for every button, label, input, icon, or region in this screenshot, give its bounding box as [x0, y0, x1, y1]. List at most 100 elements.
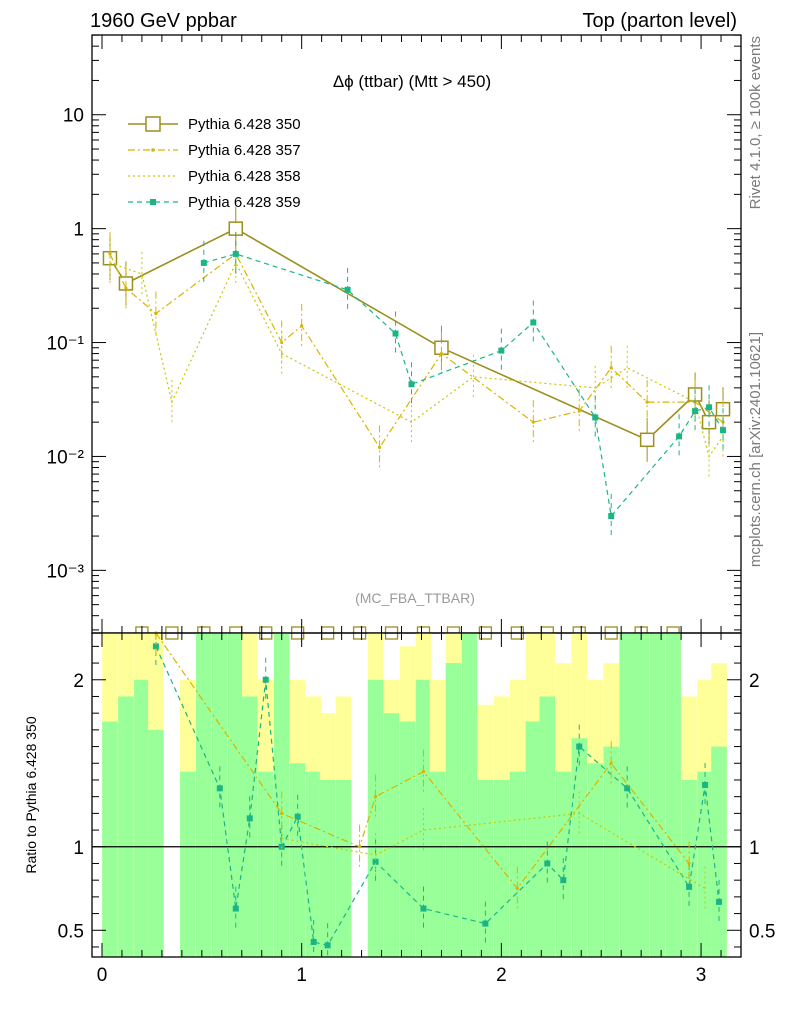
ratio-band-inner — [383, 713, 400, 957]
main-point — [530, 319, 537, 326]
ratio-band-inner — [603, 746, 619, 957]
mcplots-label: mcplots.cern.ch [arXiv:2401.10621] — [747, 332, 764, 567]
main-point — [592, 414, 599, 421]
main-point — [608, 513, 615, 520]
ratio-band-inner — [367, 679, 384, 957]
ratio-point — [232, 905, 239, 912]
legend: Pythia 6.428 350 Pythia 6.428 357 Pythia 6… — [128, 116, 301, 211]
main-y-tick-label: 10 — [63, 106, 84, 127]
legend-entry-pythia-6-428-350: Pythia 6.428 350 — [128, 116, 301, 133]
ratio-band-inner — [509, 771, 526, 957]
ratio-band-inner — [477, 779, 494, 957]
main-point — [720, 427, 727, 434]
ratio-band-inner — [102, 721, 118, 957]
ratio-point — [686, 883, 693, 890]
ratio-band-inner — [445, 663, 462, 957]
ratio-band-inner — [196, 633, 212, 957]
main-point — [108, 252, 112, 256]
ratio-band-inner — [134, 679, 150, 957]
main-series-pythia-6-428-350 — [102, 206, 731, 462]
ratio-panel-axes: 2 2 1 1 0.5 0.5 0 1 2 3 — [58, 632, 775, 986]
process-label: Top (parton level) — [582, 10, 737, 32]
ratio-band-inner — [697, 771, 713, 957]
ratio-point — [373, 795, 378, 799]
legend-marker — [145, 116, 161, 132]
ratio-band-inner — [319, 779, 336, 957]
ratio-band-inner — [539, 696, 556, 957]
main-point — [439, 351, 444, 356]
legend-entry-pythia-6-428-357: Pythia 6.428 357 — [128, 142, 301, 159]
ratio-band-inner — [461, 633, 478, 957]
main-y-tick-label: 10⁻³ — [47, 561, 85, 582]
ratio-series-pythia-6-428-358 — [281, 791, 706, 911]
main-point — [692, 408, 699, 415]
analysis-watermark: (MC_FBA_TTBAR) — [355, 590, 475, 606]
legend-label: Pythia 6.428 359 — [188, 194, 301, 211]
ratio-series-pythia-6-428-359 — [152, 633, 723, 957]
ratio-x-tick-label: 2 — [496, 965, 507, 986]
main-point — [706, 404, 713, 411]
main-point — [300, 324, 304, 328]
ratio-y-tick-label: 1 — [73, 838, 84, 859]
ratio-point — [702, 781, 709, 788]
main-series-pythia-6-428-358 — [109, 240, 724, 479]
ratio-y-tick-label: 2 — [73, 671, 84, 692]
ratio-point — [482, 920, 489, 927]
main-series-pythia-6-428-359 — [200, 231, 727, 539]
ratio-band-inner — [118, 696, 134, 957]
ratio-band-inner — [399, 721, 416, 957]
ratio-band-inner — [289, 763, 306, 957]
main-point — [531, 420, 535, 424]
ratio-band-inner — [180, 771, 196, 957]
ratio-band-inner — [571, 738, 588, 957]
main-point — [639, 432, 655, 448]
main-point — [645, 400, 649, 404]
ratio-y-tick-label-right: 2 — [749, 671, 760, 692]
energy-label: 1960 GeV ppbar — [90, 10, 237, 32]
main-y-tick-label: 1 — [73, 220, 84, 241]
ratio-point — [152, 643, 159, 650]
ratio-band-inner — [148, 729, 164, 957]
ratio-point — [716, 898, 723, 905]
ratio-uncertainty-bands — [92, 633, 741, 957]
ratio-point — [687, 861, 691, 866]
ratio-point — [280, 811, 284, 815]
ratio-x-tick-label: 3 — [696, 965, 707, 986]
legend-label: Pythia 6.428 350 — [188, 116, 301, 133]
legend-entry-pythia-6-428-359: Pythia 6.428 359 — [128, 194, 301, 211]
ratio-band-inner — [633, 633, 649, 957]
main-point — [498, 347, 505, 354]
ratio-band-inner — [525, 721, 542, 957]
ratio-y-tick-label: 0.5 — [58, 921, 84, 942]
ratio-y-tick-label-right: 0.5 — [749, 921, 775, 942]
ratio-point — [372, 858, 379, 865]
ratio-point — [262, 676, 269, 683]
legend-label: Pythia 6.428 357 — [188, 142, 301, 159]
ratio-band-inner — [335, 779, 352, 957]
main-point — [344, 286, 351, 293]
ratio-band-inner — [257, 771, 274, 957]
ratio-point — [420, 905, 427, 912]
ratio-line-pythia-6-428-357 — [155, 632, 690, 890]
rivet-label: Rivet 4.1.0, ≥ 100k events — [747, 36, 764, 209]
ratio-panel-series — [152, 631, 723, 957]
ratio-band-inner — [649, 633, 665, 957]
main-point — [154, 311, 158, 316]
main-point — [232, 250, 239, 257]
legend-marker — [151, 148, 155, 152]
ratio-point — [421, 770, 426, 774]
main-point — [200, 259, 207, 266]
ratio-frame — [91, 632, 742, 958]
legend-entry-pythia-6-428-358: Pythia 6.428 358 — [128, 168, 301, 185]
ratio-point — [294, 813, 301, 820]
ratio-axis-label: Ratio to Pythia 6.428 350 — [23, 716, 39, 873]
ratio-point — [624, 785, 631, 792]
ratio-x-tick-label: 0 — [97, 965, 108, 986]
ratio-band-inner — [711, 746, 727, 957]
main-line-pythia-6-428-357 — [109, 252, 724, 449]
plot-title: Δϕ (ttbar) (Mtt > 450) — [333, 72, 491, 91]
main-point — [676, 433, 683, 440]
ratio-point — [576, 743, 583, 750]
main-panel-axes: 10 1 10⁻¹ 10⁻² 10⁻³ — [47, 34, 742, 634]
